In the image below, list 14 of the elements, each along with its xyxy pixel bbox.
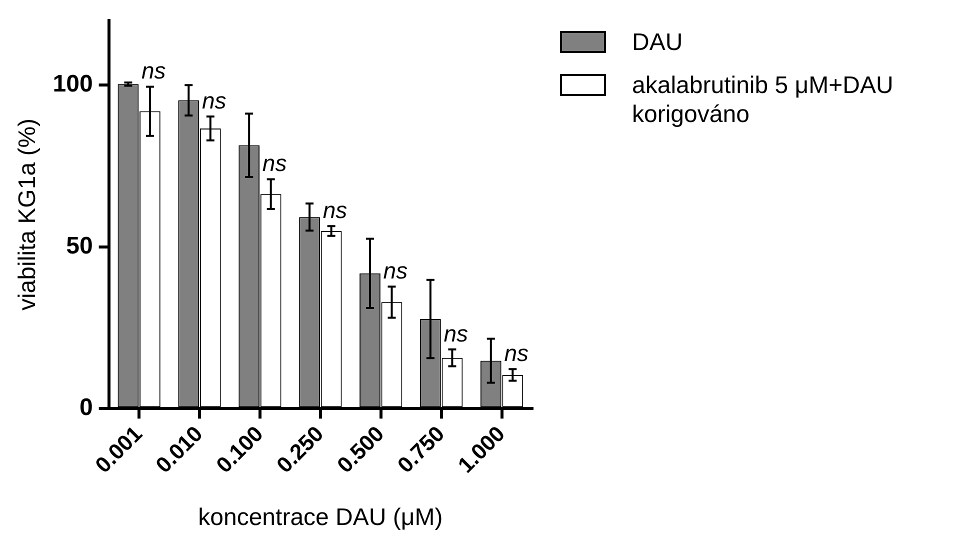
annotation: ns [202, 87, 227, 114]
annotation: ns [504, 340, 529, 366]
annotation: ns [142, 58, 166, 84]
annotation: ns [383, 258, 408, 284]
x-axis-title: koncentrace DAU (μM) [198, 504, 443, 532]
text: akalabrutinib 5 μM+DAU korigováno [632, 71, 894, 129]
legend-label: DAU [632, 28, 683, 57]
annotation: ns [444, 320, 469, 346]
annotation: ns [262, 150, 288, 176]
y-tick-label: 0 [79, 394, 93, 422]
y-axis-title: viabilita KG1a (%) [14, 118, 42, 311]
y-tick-label: 100 [52, 70, 93, 98]
y-tick-label: 50 [66, 232, 93, 260]
annotation: ns [322, 197, 348, 224]
